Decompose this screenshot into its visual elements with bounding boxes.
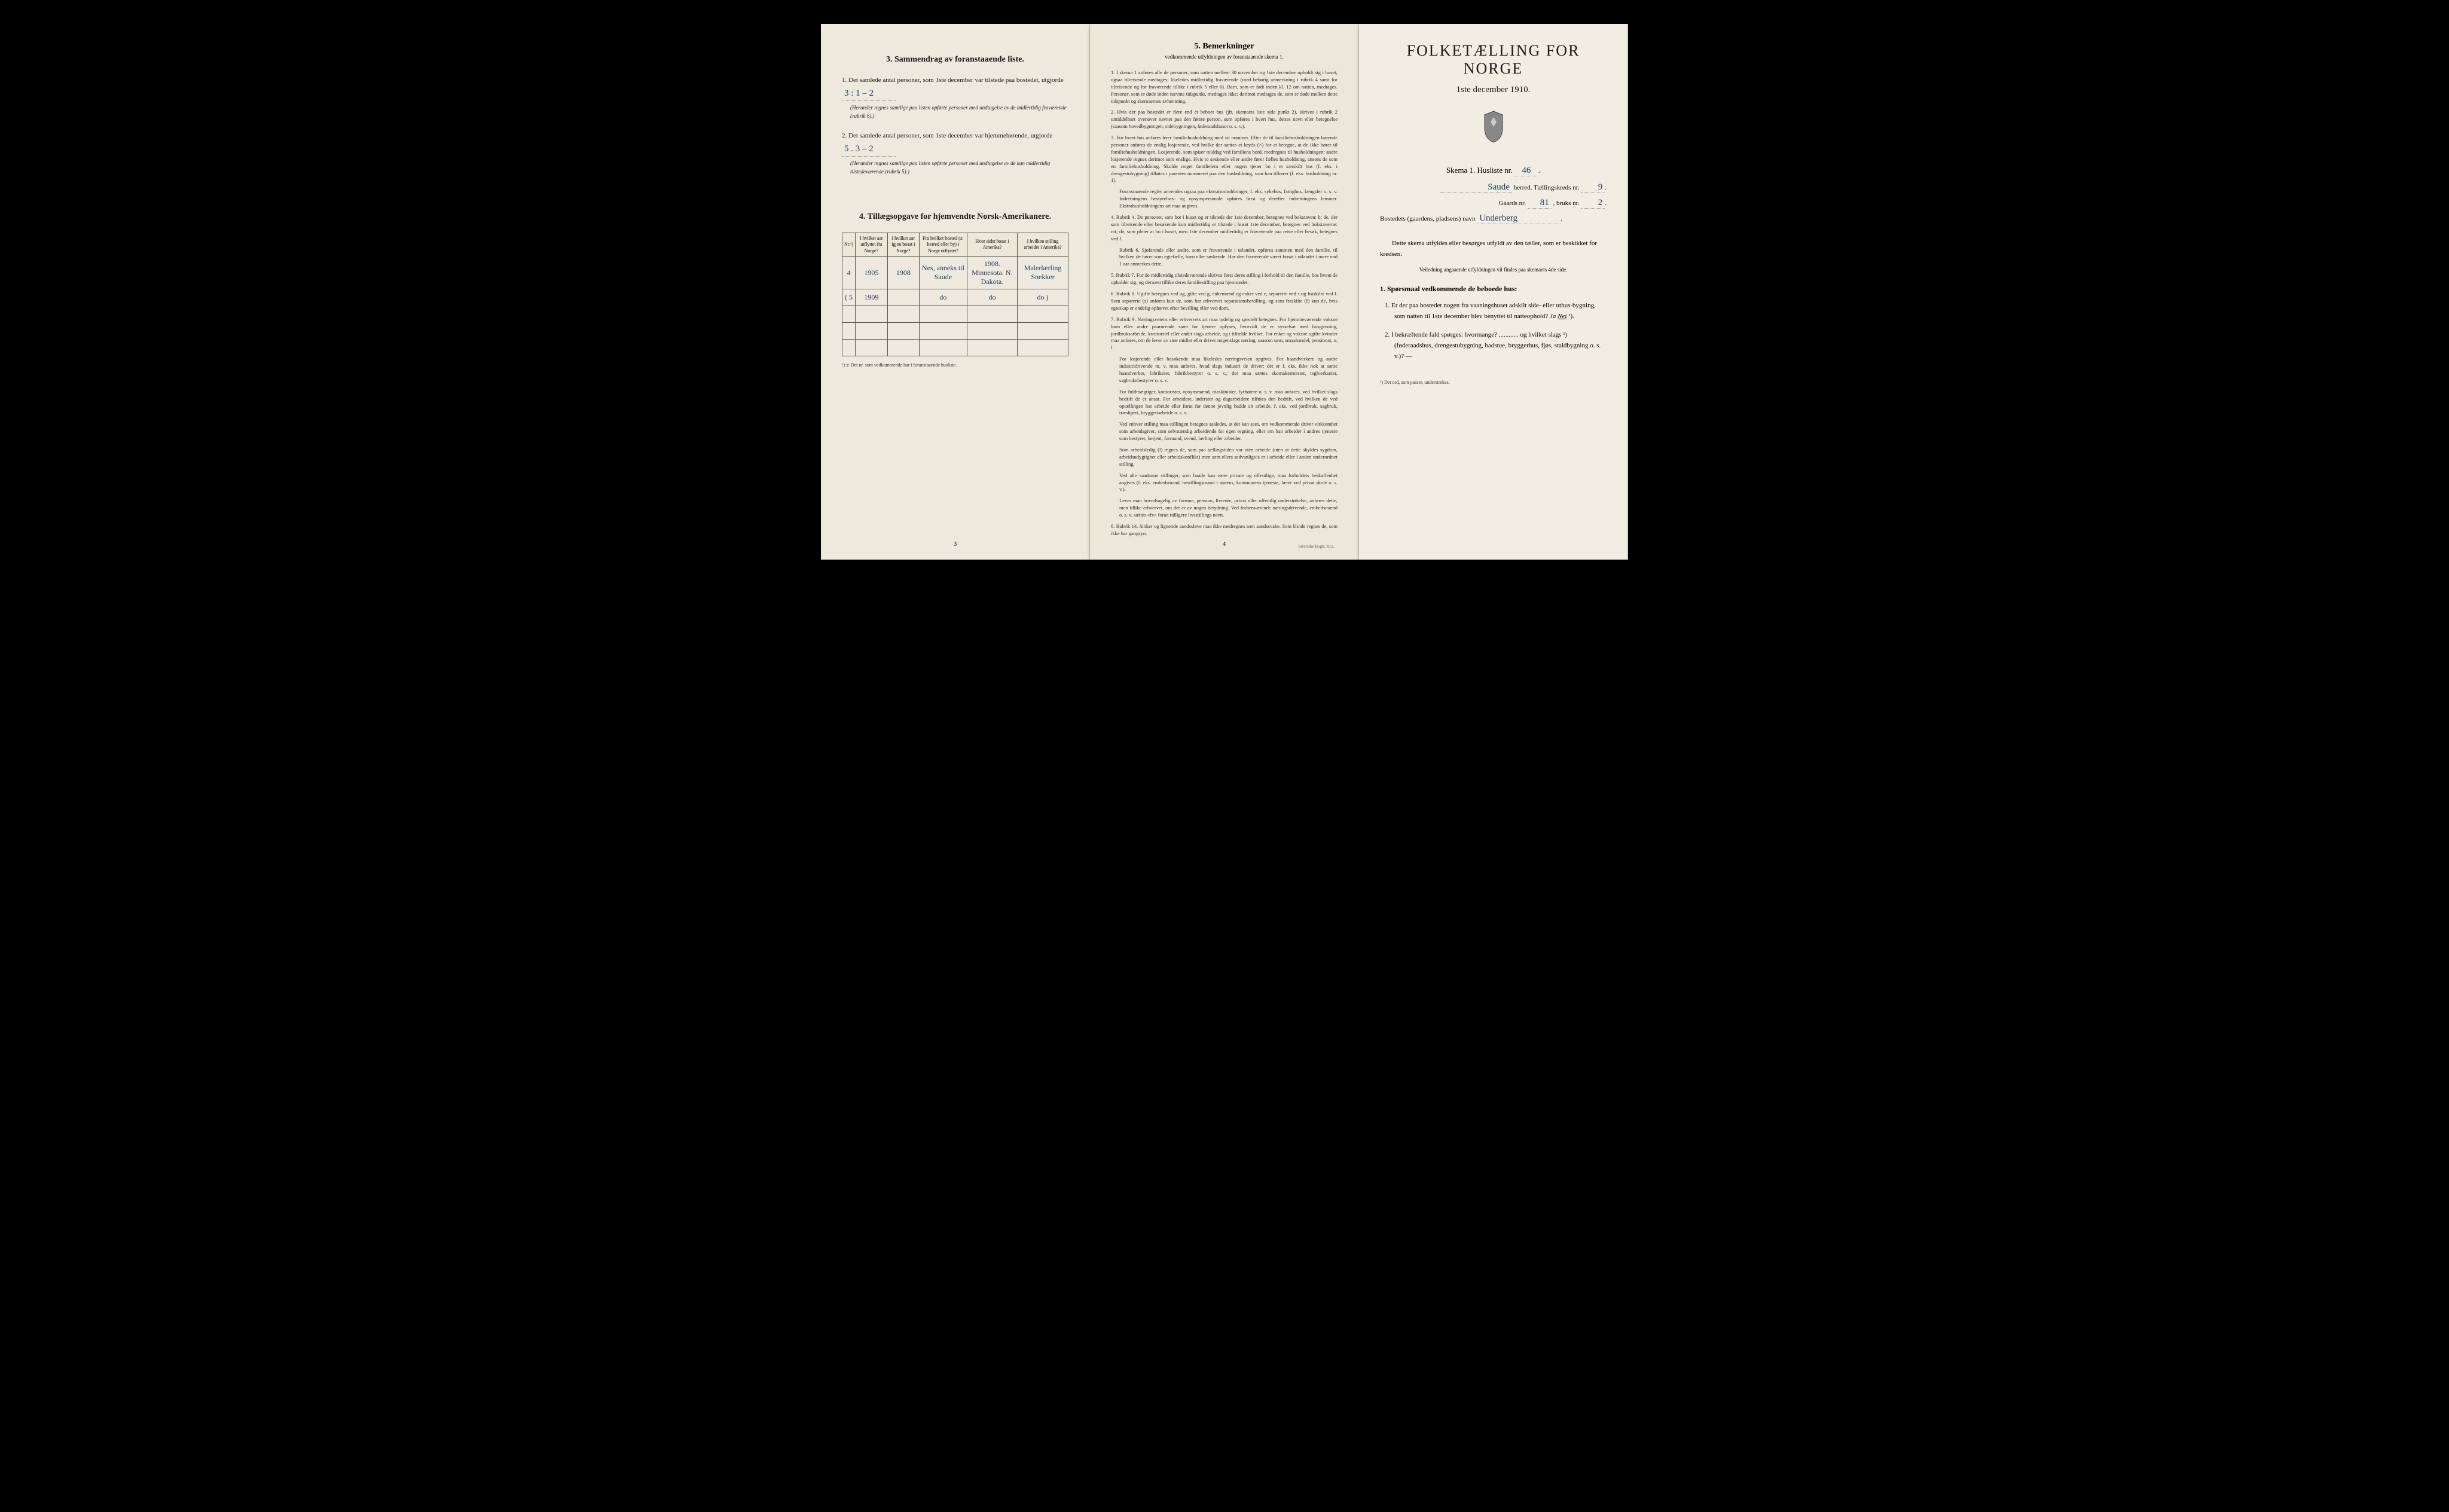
table-row: 4 1905 1908 Nes, anneks til Saude 1908. … <box>842 256 1068 289</box>
bosted-label: Bostedets (gaardens, pladsens) navn <box>1380 215 1475 222</box>
bruks-nr: 2 <box>1581 198 1605 209</box>
page-4-bemerkninger: 5. Bemerkninger vedkommende utfyldningen… <box>1090 24 1359 560</box>
summary-1-text: 1. Det samlede antal personer, som 1ste … <box>842 77 1064 84</box>
bemerk-7f: Ved alle saadanne stillinger, som baade … <box>1111 472 1338 494</box>
bemerk-5: 5. Rubrik 7. For de midlertidig tilstede… <box>1111 272 1338 286</box>
bosted-value: Underberg <box>1477 213 1561 224</box>
page-3-summary: 3. Sammendrag av foranstaaende liste. 1.… <box>821 24 1090 560</box>
bemerk-4: 4. Rubrik 4. De personer, som bor i huse… <box>1111 214 1338 243</box>
question-heading: 1. Spørsmaal vedkommende de beboede hus: <box>1380 285 1607 294</box>
bemerk-1: 1. I skema 1 anføres alle de personer, s… <box>1111 69 1338 105</box>
summary-item-2: 2. Det samlede antal personer, som 1ste … <box>842 131 1068 176</box>
shield-crest-svg <box>1479 110 1509 143</box>
cell: 1908 <box>887 256 919 289</box>
summary-2-value: 5 . 3 – 2 <box>842 142 896 157</box>
col-utflyttet: I hvilket aar utflyttet fra Norge? <box>856 233 888 256</box>
schema-label: Skema 1. Husliste nr. <box>1446 166 1513 175</box>
schema-line: Skema 1. Husliste nr. 46. <box>1380 166 1607 176</box>
section-4-heading: 4. Tillægsopgave for hjemvendte Norsk-Am… <box>842 212 1068 222</box>
krets-nr: 9 <box>1581 182 1605 193</box>
page-number-4: 4 <box>1223 540 1226 548</box>
table-footnote: ¹) ɔ: Det nr. som vedkommende har i fora… <box>842 362 1068 368</box>
table-row <box>842 306 1068 322</box>
table-row <box>842 322 1068 339</box>
herred-line: Saude herred. Tællingskreds nr. 9. <box>1380 182 1607 193</box>
bemerk-6: 6. Rubrik 8. Ugifte betegnes ved ug, gif… <box>1111 291 1338 312</box>
main-title: FOLKETÆLLING FOR NORGE <box>1380 42 1607 78</box>
col-stilling: I hvilken stilling arbeidet i Amerika? <box>1018 233 1068 256</box>
bemerk-3b: Foranstaaende regler anvendes ogsaa paa … <box>1111 188 1338 210</box>
bemerk-7e: Som arbeidsledig (l) regnes de, som paa … <box>1111 447 1338 468</box>
cell: 1909 <box>856 289 888 306</box>
summary-item-1: 1. Det samlede antal personer, som 1ste … <box>842 75 1068 120</box>
question-2: 2. I bekræftende fald spørges: hvormange… <box>1380 330 1607 362</box>
bemerk-7g: Lever man hovedsagelig av formue, pensio… <box>1111 497 1338 519</box>
bemerk-3: 3. For hvert hus anføres hver familiehus… <box>1111 135 1338 184</box>
col-bosat: I hvilket aar igjen bosat i Norge? <box>887 233 919 256</box>
table-body: 4 1905 1908 Nes, anneks til Saude 1908. … <box>842 256 1068 356</box>
bemerk-title: 5. Bemerkninger <box>1111 42 1338 51</box>
cell: Malerlærling Snekker <box>1018 256 1068 289</box>
printer-mark: Steen'ske Bogtr. Kr.a. <box>1298 544 1335 549</box>
table-head: Nr.¹) I hvilket aar utflyttet fra Norge?… <box>842 233 1068 256</box>
cell: Nes, anneks til Saude <box>920 256 967 289</box>
q1-answer: Nei <box>1558 313 1566 320</box>
summary-1-note: (Herunder regnes samtlige paa listen opf… <box>850 103 1068 121</box>
cell: 1905 <box>856 256 888 289</box>
section-3-heading: 3. Sammendrag av foranstaaende liste. <box>842 55 1068 65</box>
col-fra-bosted: Fra hvilket bosted (ɔ: herred eller by) … <box>920 233 967 256</box>
main-subtitle: 1ste december 1910. <box>1380 85 1607 95</box>
crest-icon <box>1380 110 1607 150</box>
question-1: 1. Er der paa bostedet nogen fra vaaning… <box>1380 301 1607 322</box>
summary-1-value: 3 : 1 – 2 <box>842 86 896 101</box>
bemerk-7d: Ved enhver stilling maa stillingen beteg… <box>1111 421 1338 442</box>
cell: 4 <box>842 256 856 289</box>
cell: do <box>967 289 1017 306</box>
bemerk-7c: For fuldmægtiger, kontorister, opsynsmæn… <box>1111 389 1338 417</box>
bemerk-8: 8. Rubrik 14. Sinker og lignende aandssl… <box>1111 523 1338 537</box>
table-row: ( 5 1909 do do do ) <box>842 289 1068 306</box>
lead-text: Dette skema utfyldes eller besørges utfy… <box>1380 239 1607 259</box>
gaards-line: Gaards nr. 81 , bruks nr. 2. <box>1380 198 1607 209</box>
amerikanere-table: Nr.¹) I hvilket aar utflyttet fra Norge?… <box>842 233 1068 356</box>
herred-value: Saude <box>1440 182 1512 193</box>
cell: do ) <box>1018 289 1068 306</box>
cell: do <box>920 289 967 306</box>
herred-label: herred. Tællingskreds nr. <box>1514 184 1580 191</box>
footnote-1: ¹) Det ord, som passer, understrekes. <box>1380 380 1607 385</box>
bruks-label: , bruks nr. <box>1553 200 1580 207</box>
bosted-line: Bostedets (gaardens, pladsens) navn Unde… <box>1380 213 1607 224</box>
cell <box>887 289 919 306</box>
page-1-title: FOLKETÆLLING FOR NORGE 1ste december 191… <box>1359 24 1628 560</box>
col-nr: Nr.¹) <box>842 233 856 256</box>
gaards-label: Gaards nr. <box>1499 200 1526 207</box>
page-number-3: 3 <box>954 540 957 548</box>
cell: 1908. Minnesota. N. Dakota. <box>967 256 1017 289</box>
bemerk-2: 2. Hvis der paa bostedet er flere end ét… <box>1111 109 1338 130</box>
bemerk-subtitle: vedkommende utfyldningen av foranstaaend… <box>1111 54 1338 60</box>
cell: ( 5 <box>842 289 856 306</box>
table-row <box>842 339 1068 356</box>
instr-text: Veiledning angaaende utfyldningen vil fi… <box>1380 267 1607 273</box>
bemerk-7: 7. Rubrik 9. Næringsveiens eller erhverv… <box>1111 316 1338 352</box>
bemerk-7b: For losjerende eller besøkende maa likel… <box>1111 356 1338 384</box>
bemerk-4b: Rubrik 6. Sjøfarende eller andre, som er… <box>1111 247 1338 268</box>
husliste-nr: 46 <box>1514 166 1538 176</box>
gaards-nr: 81 <box>1528 198 1552 209</box>
q1-text: 1. Er der paa bostedet nogen fra vaaning… <box>1385 302 1596 320</box>
summary-2-note: (Herunder regnes samtlige paa listen opf… <box>850 159 1068 176</box>
col-amerika-bosat: Hvor sidst bosat i Amerika? <box>967 233 1017 256</box>
summary-2-text: 2. Det samlede antal personer, som 1ste … <box>842 132 1052 139</box>
table-header-row: Nr.¹) I hvilket aar utflyttet fra Norge?… <box>842 233 1068 256</box>
